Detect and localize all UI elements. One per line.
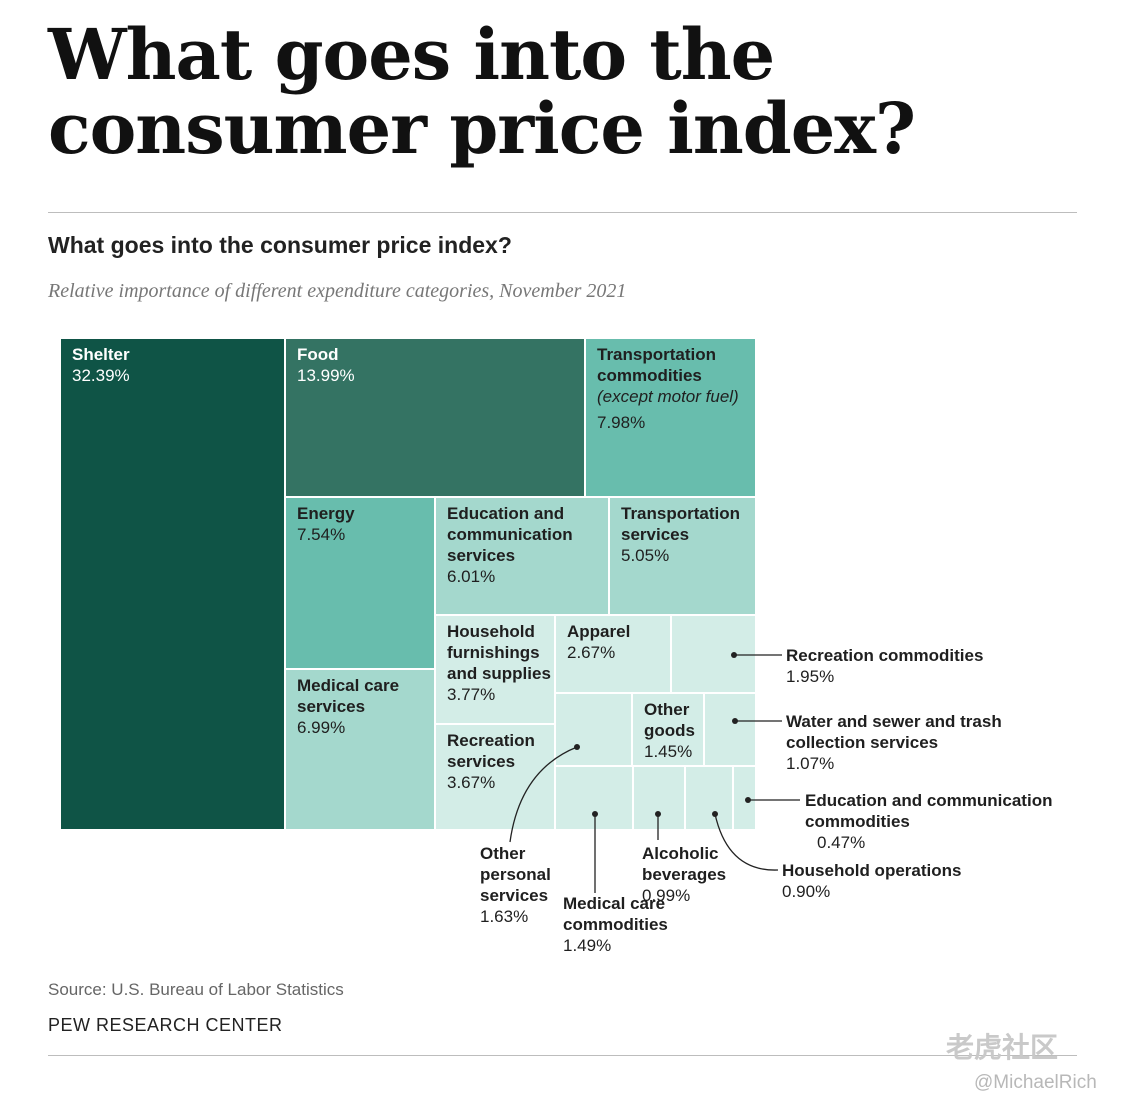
- callout-line-household-ops: [714, 813, 779, 871]
- callout-dot-edu-comm-commod: [745, 797, 751, 803]
- cell-value-text: 5.05%: [621, 546, 670, 565]
- treemap-cell-alcoholic: [632, 765, 686, 831]
- callout-label-medical-commod: Medical care commodities 1.49%: [563, 893, 743, 956]
- callout-dot-water-sewer: [732, 718, 738, 724]
- callout-dot-alcoholic: [655, 811, 661, 817]
- cell-label-text: Transportation services: [621, 504, 741, 544]
- treemap-cell-water-sewer: [703, 692, 757, 767]
- callout-line-other-personal: [509, 746, 578, 843]
- callout-value-text: 0.47%: [817, 833, 866, 852]
- chart-title: What goes into the consumer price index?: [48, 232, 512, 258]
- headline: What goes into the consumer price index?: [48, 13, 916, 170]
- treemap-cell-rec-commod: [670, 614, 757, 694]
- callout-label-text: Household operations: [782, 861, 962, 880]
- treemap-cell-other-goods: [631, 692, 705, 767]
- callout-label-text: Medical care commodities: [563, 894, 668, 934]
- treemap-cell-shelter: [59, 337, 286, 831]
- chart-subtitle: Relative importance of different expendi…: [48, 280, 627, 302]
- cell-label-text: Recreation services: [447, 731, 535, 771]
- watermark-handle: @MichaelRich: [974, 1072, 1097, 1093]
- callout-label-alcoholic: Alcoholic beverages 0.99%: [642, 843, 762, 906]
- cell-label-text: Medical care services: [297, 676, 400, 716]
- treemap-cell-medical-commod: [554, 765, 634, 831]
- treemap-cell-food: [284, 337, 586, 498]
- cell-label-household-furn: Household furnishings and supplies 3.77%: [447, 621, 551, 705]
- cell-value-text: 2.67%: [567, 643, 616, 662]
- treemap-cell-household-ops: [684, 765, 734, 831]
- callout-dot-rec-commod: [731, 652, 737, 658]
- cell-label-energy: Energy 7.54%: [297, 503, 431, 545]
- cell-sublabel-text: (except motor fuel): [597, 387, 739, 406]
- callout-label-water-sewer: Water and sewer and trash collection ser…: [786, 711, 1046, 774]
- callout-value-text: 1.49%: [563, 936, 612, 955]
- callout-value-text: 1.63%: [480, 907, 529, 926]
- cell-label-food: Food 13.99%: [297, 344, 581, 386]
- cell-value-text: 3.77%: [447, 685, 496, 704]
- cell-label-medical-serv: Medical care services 6.99%: [297, 675, 431, 738]
- cell-label-edu-comm-serv: Education and communication services 6.01…: [447, 503, 605, 587]
- callout-label-household-ops: Household operations 0.90%: [782, 860, 1002, 902]
- callout-value-text: 1.07%: [786, 754, 835, 773]
- callout-value-text: 1.95%: [786, 667, 835, 686]
- treemap-cell-other-personal: [554, 692, 633, 767]
- cell-label-rec-serv: Recreation services 3.67%: [447, 730, 551, 793]
- cell-value-text: 7.54%: [297, 525, 346, 544]
- top-divider: [48, 212, 1077, 213]
- cell-label-text: Other goods: [644, 700, 695, 740]
- callout-dot-medical-commod: [592, 811, 598, 817]
- callout-label-edu-comm-commod: Education and communication commodities 0…: [805, 790, 1075, 853]
- cell-label-other-goods: Other goods 1.45%: [644, 699, 700, 762]
- cell-label-text: Energy: [297, 504, 355, 523]
- treemap-cell-trans-serv: [608, 496, 757, 616]
- cell-label-text: Shelter: [72, 345, 130, 364]
- cell-label-text: Household furnishings and supplies: [447, 622, 551, 683]
- treemap-cell-edu-comm-serv: [434, 496, 610, 616]
- cell-value-text: 3.67%: [447, 773, 496, 792]
- watermark-logo-text: 老虎社区: [946, 1032, 1059, 1063]
- cell-value-text: 32.39%: [72, 366, 130, 385]
- treemap-cell-medical-serv: [284, 668, 436, 831]
- cell-value-text: 7.98%: [597, 413, 646, 432]
- cell-label-text: Apparel: [567, 622, 631, 641]
- brand-name: PEW RESEARCH CENTER: [48, 1015, 283, 1035]
- callout-label-text: Recreation commodities: [786, 646, 984, 665]
- callout-dot-other-personal: [574, 744, 580, 750]
- cell-label-text: Transportation commodities: [597, 345, 717, 385]
- cell-label-text: Education and communication services: [447, 504, 573, 565]
- treemap-cell-edu-comm-commod: [732, 765, 757, 831]
- cell-value-text: 6.99%: [297, 718, 346, 737]
- cell-label-trans-commod: Transportation commodities (except motor …: [597, 344, 752, 433]
- treemap-cell-trans-commod: [584, 337, 757, 498]
- callout-label-other-personal: Other personal services 1.63%: [480, 843, 590, 927]
- cell-label-trans-serv: Transportation services 5.05%: [621, 503, 752, 566]
- callout-value-text: 0.90%: [782, 882, 831, 901]
- callout-label-text: Education and communication commodities: [805, 791, 1053, 831]
- cell-value-text: 13.99%: [297, 366, 355, 385]
- cell-label-shelter: Shelter 32.39%: [72, 344, 281, 386]
- callout-label-text: Other personal services: [480, 844, 551, 905]
- callout-dot-household-ops: [712, 811, 718, 817]
- cell-label-text: Food: [297, 345, 339, 364]
- callout-label-text: Alcoholic beverages: [642, 844, 727, 884]
- treemap-cell-apparel: [554, 614, 672, 694]
- callout-label-text: Water and sewer and trash collection ser…: [786, 712, 1002, 752]
- callout-label-rec-commod: Recreation commodities 1.95%: [786, 645, 1046, 687]
- cell-value-text: 1.45%: [644, 742, 693, 761]
- cell-label-apparel: Apparel 2.67%: [567, 621, 667, 663]
- treemap-cell-energy: [284, 496, 436, 670]
- source-note: Source: U.S. Bureau of Labor Statistics: [48, 980, 344, 999]
- cell-value-text: 6.01%: [447, 567, 496, 586]
- bottom-divider: [48, 1055, 1077, 1056]
- callout-value-text: 0.99%: [642, 886, 691, 905]
